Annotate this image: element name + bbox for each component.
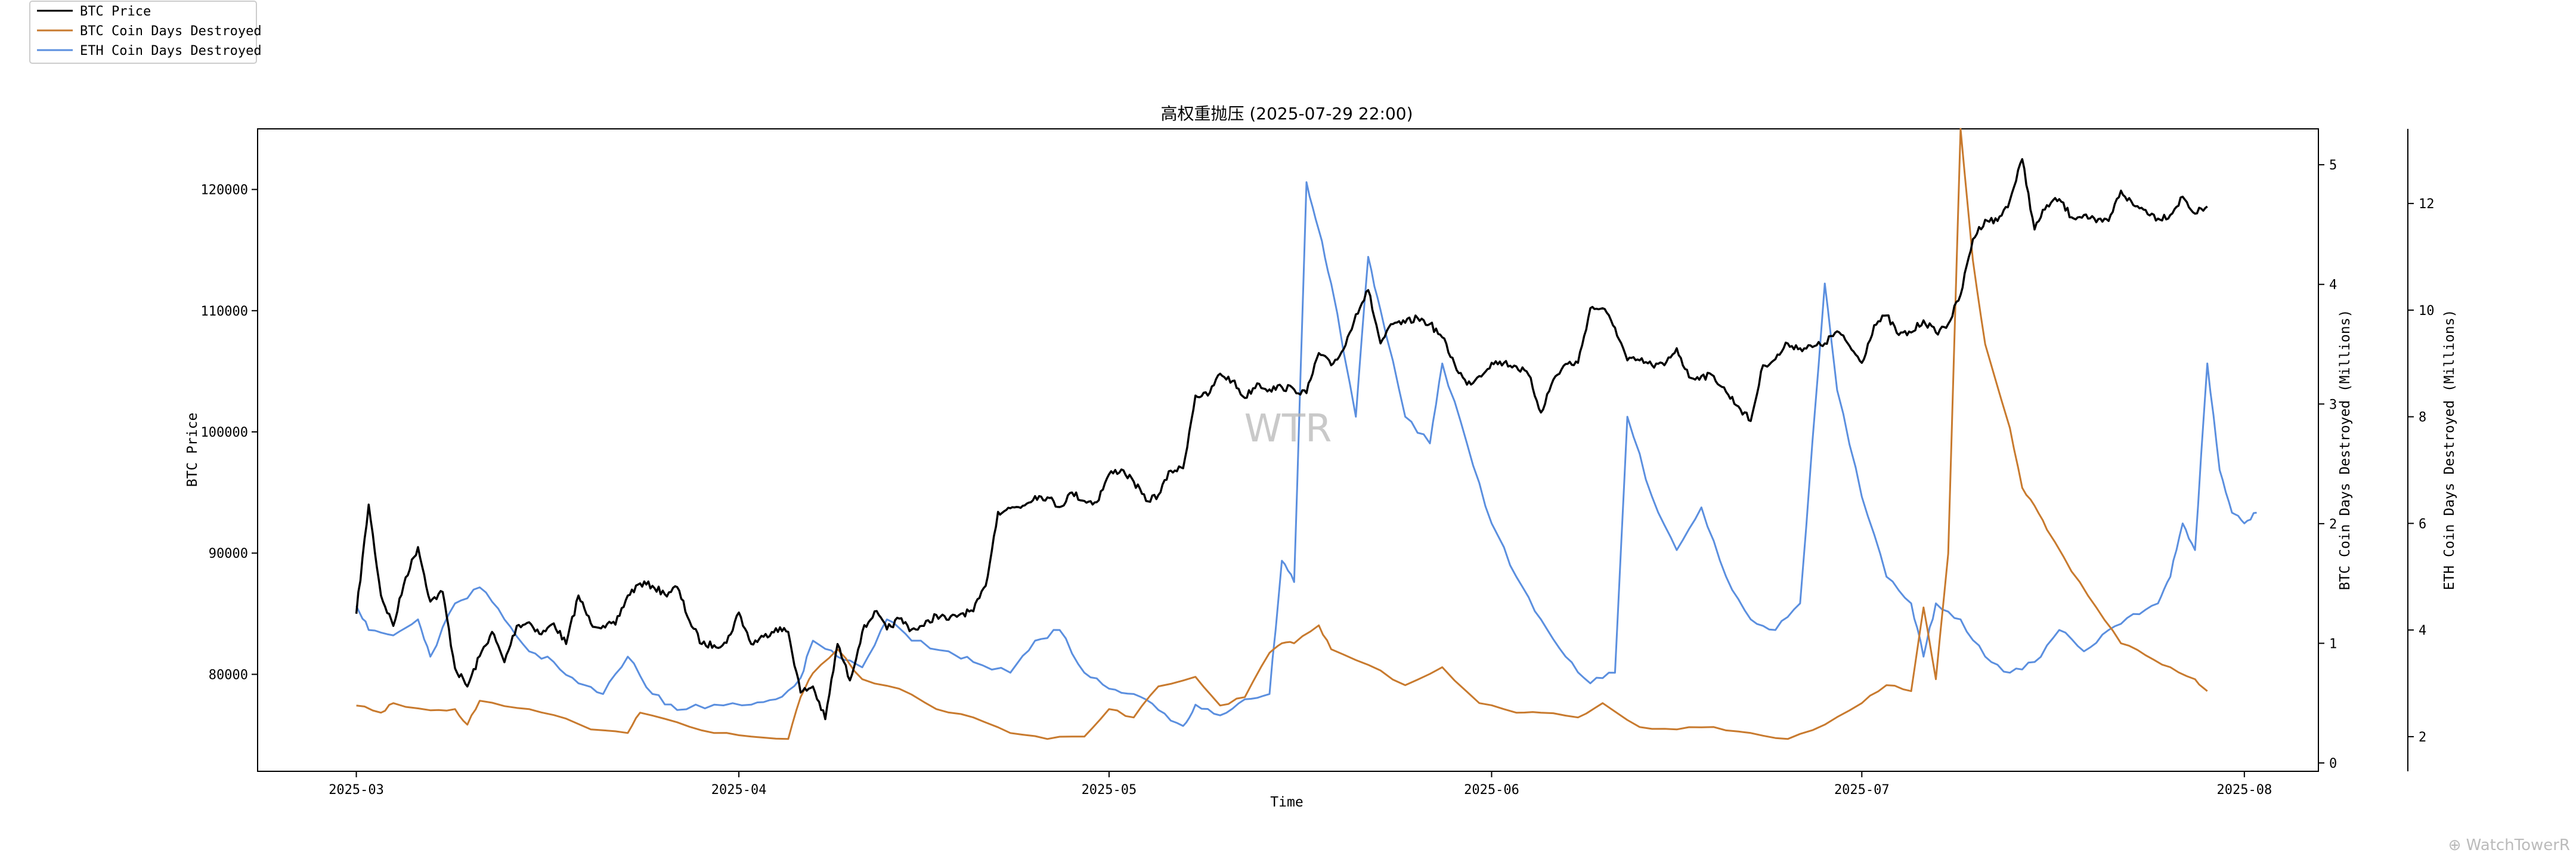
y-tick-label: 110000 bbox=[201, 304, 248, 319]
legend: BTC Price BTC Coin Days Destroyed ETH Co… bbox=[29, 1, 262, 64]
x-tick-label: 2025-08 bbox=[2216, 783, 2272, 798]
y-tick-label: 12 bbox=[2419, 197, 2435, 212]
series-line-btc-price bbox=[355, 158, 2208, 721]
watermark-center: WTR bbox=[1244, 407, 1332, 451]
plot-frame bbox=[257, 128, 2319, 772]
y-tick-label: 90000 bbox=[209, 546, 248, 561]
legend-label-eth-cdd: ETH Coin Days Destroyed bbox=[80, 44, 262, 58]
x-tick-label: 2025-05 bbox=[1082, 783, 1137, 798]
y-tick-label: 120000 bbox=[201, 183, 248, 198]
y-tick-label: 0 bbox=[2329, 756, 2337, 771]
x-tick-label: 2025-07 bbox=[1834, 783, 1890, 798]
x-tick-label: 2025-04 bbox=[711, 783, 767, 798]
y-tick-label: 4 bbox=[2329, 278, 2337, 293]
series-line-eth-cdd bbox=[355, 181, 2257, 727]
btc-cdd-axis-label: BTC Coin Days Destroyed (Millions) bbox=[2337, 310, 2353, 591]
y-tick-label: 3 bbox=[2329, 397, 2337, 412]
legend-label-btc-price: BTC Price bbox=[80, 4, 151, 19]
y-tick-label: 80000 bbox=[209, 668, 248, 682]
watermark-corner: ⊕ WatchTowerR bbox=[2448, 836, 2570, 854]
x-tick-label: 2025-06 bbox=[1464, 783, 1519, 798]
chart-title: 高权重抛压 (2025-07-29 22:00) bbox=[1160, 104, 1413, 123]
y-tick-label: 4 bbox=[2419, 623, 2426, 638]
x-axis: 2025-03 2025-04 2025-05 2025-06 2025-07 2025-… bbox=[329, 771, 2272, 798]
y-tick-label: 1 bbox=[2329, 636, 2337, 651]
y-tick-label: 6 bbox=[2419, 517, 2426, 532]
btc-cdd-axis: 0 1 2 3 4 5 bbox=[2318, 158, 2337, 771]
series-line-btc-cdd bbox=[356, 128, 2208, 740]
eth-cdd-axis: 2 4 6 8 10 12 bbox=[2408, 197, 2435, 745]
legend-label-btc-cdd: BTC Coin Days Destroyed bbox=[80, 24, 262, 39]
y-tick-label: 8 bbox=[2419, 410, 2426, 425]
x-tick-label: 2025-03 bbox=[329, 783, 384, 798]
eth-cdd-axis-label: ETH Coin Days Destroyed (Millions) bbox=[2442, 310, 2457, 591]
btc-price-axis-label: BTC Price bbox=[185, 413, 200, 487]
legend-frame bbox=[29, 1, 257, 64]
x-axis-label: Time bbox=[1270, 795, 1303, 810]
y-tick-label: 2 bbox=[2329, 517, 2337, 532]
btc-price-axis: 80000 90000 100000 110000 120000 bbox=[201, 183, 258, 682]
y-tick-label: 5 bbox=[2329, 158, 2337, 173]
series-layer bbox=[355, 128, 2257, 740]
y-tick-label: 10 bbox=[2419, 304, 2435, 319]
y-tick-label: 100000 bbox=[201, 425, 248, 440]
y-tick-label: 2 bbox=[2419, 730, 2426, 745]
